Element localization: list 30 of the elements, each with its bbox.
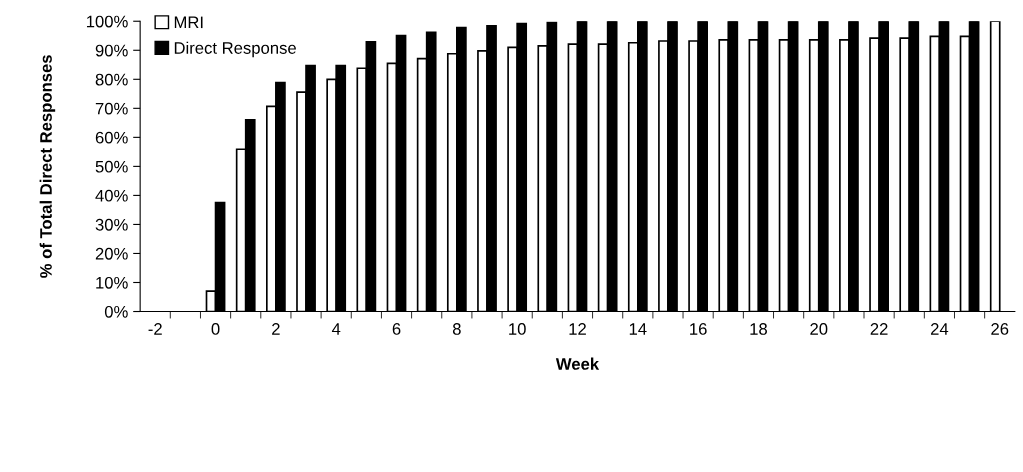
y-tick-label: 30% bbox=[95, 218, 128, 231]
x-tick-label: 26 bbox=[991, 323, 1009, 335]
x-tick-label: 8 bbox=[452, 323, 461, 335]
x-tick-label: 20 bbox=[810, 323, 828, 335]
y-tick-label: 20% bbox=[95, 247, 128, 260]
x-tick-label: 14 bbox=[629, 323, 647, 335]
y-tick-label: 10% bbox=[96, 276, 128, 289]
x-tick-label: 24 bbox=[930, 323, 949, 335]
y-tick-label: 50% bbox=[95, 160, 128, 173]
x-tick-label: -2 bbox=[148, 323, 162, 335]
legend-label: Direct Response bbox=[174, 41, 296, 58]
y-tick-label: 80% bbox=[95, 73, 128, 86]
y-tick-label: 60% bbox=[95, 131, 128, 144]
y-tick-label: 90% bbox=[95, 44, 128, 57]
x-tick-label: 4 bbox=[331, 323, 341, 335]
x-tick-label: 12 bbox=[569, 323, 586, 335]
legend-label: MRI bbox=[174, 16, 203, 29]
x-tick-label: 2 bbox=[272, 323, 280, 335]
y-tick-label: 40% bbox=[95, 189, 128, 202]
y-tick-label: 0% bbox=[104, 305, 128, 318]
x-tick-label: 16 bbox=[690, 323, 707, 335]
y-axis-title: % of Total Direct Responses bbox=[39, 55, 56, 278]
x-tick-label: 18 bbox=[750, 323, 767, 335]
x-tick-label: 22 bbox=[870, 323, 888, 335]
x-tick-label: 10 bbox=[509, 323, 526, 335]
x-tick-label: 6 bbox=[392, 323, 401, 335]
y-tick-label: 100% bbox=[86, 15, 128, 28]
x-tick-label: 0 bbox=[211, 323, 220, 335]
x-axis-title: Week bbox=[555, 357, 600, 370]
y-tick-label: 70% bbox=[95, 102, 128, 115]
